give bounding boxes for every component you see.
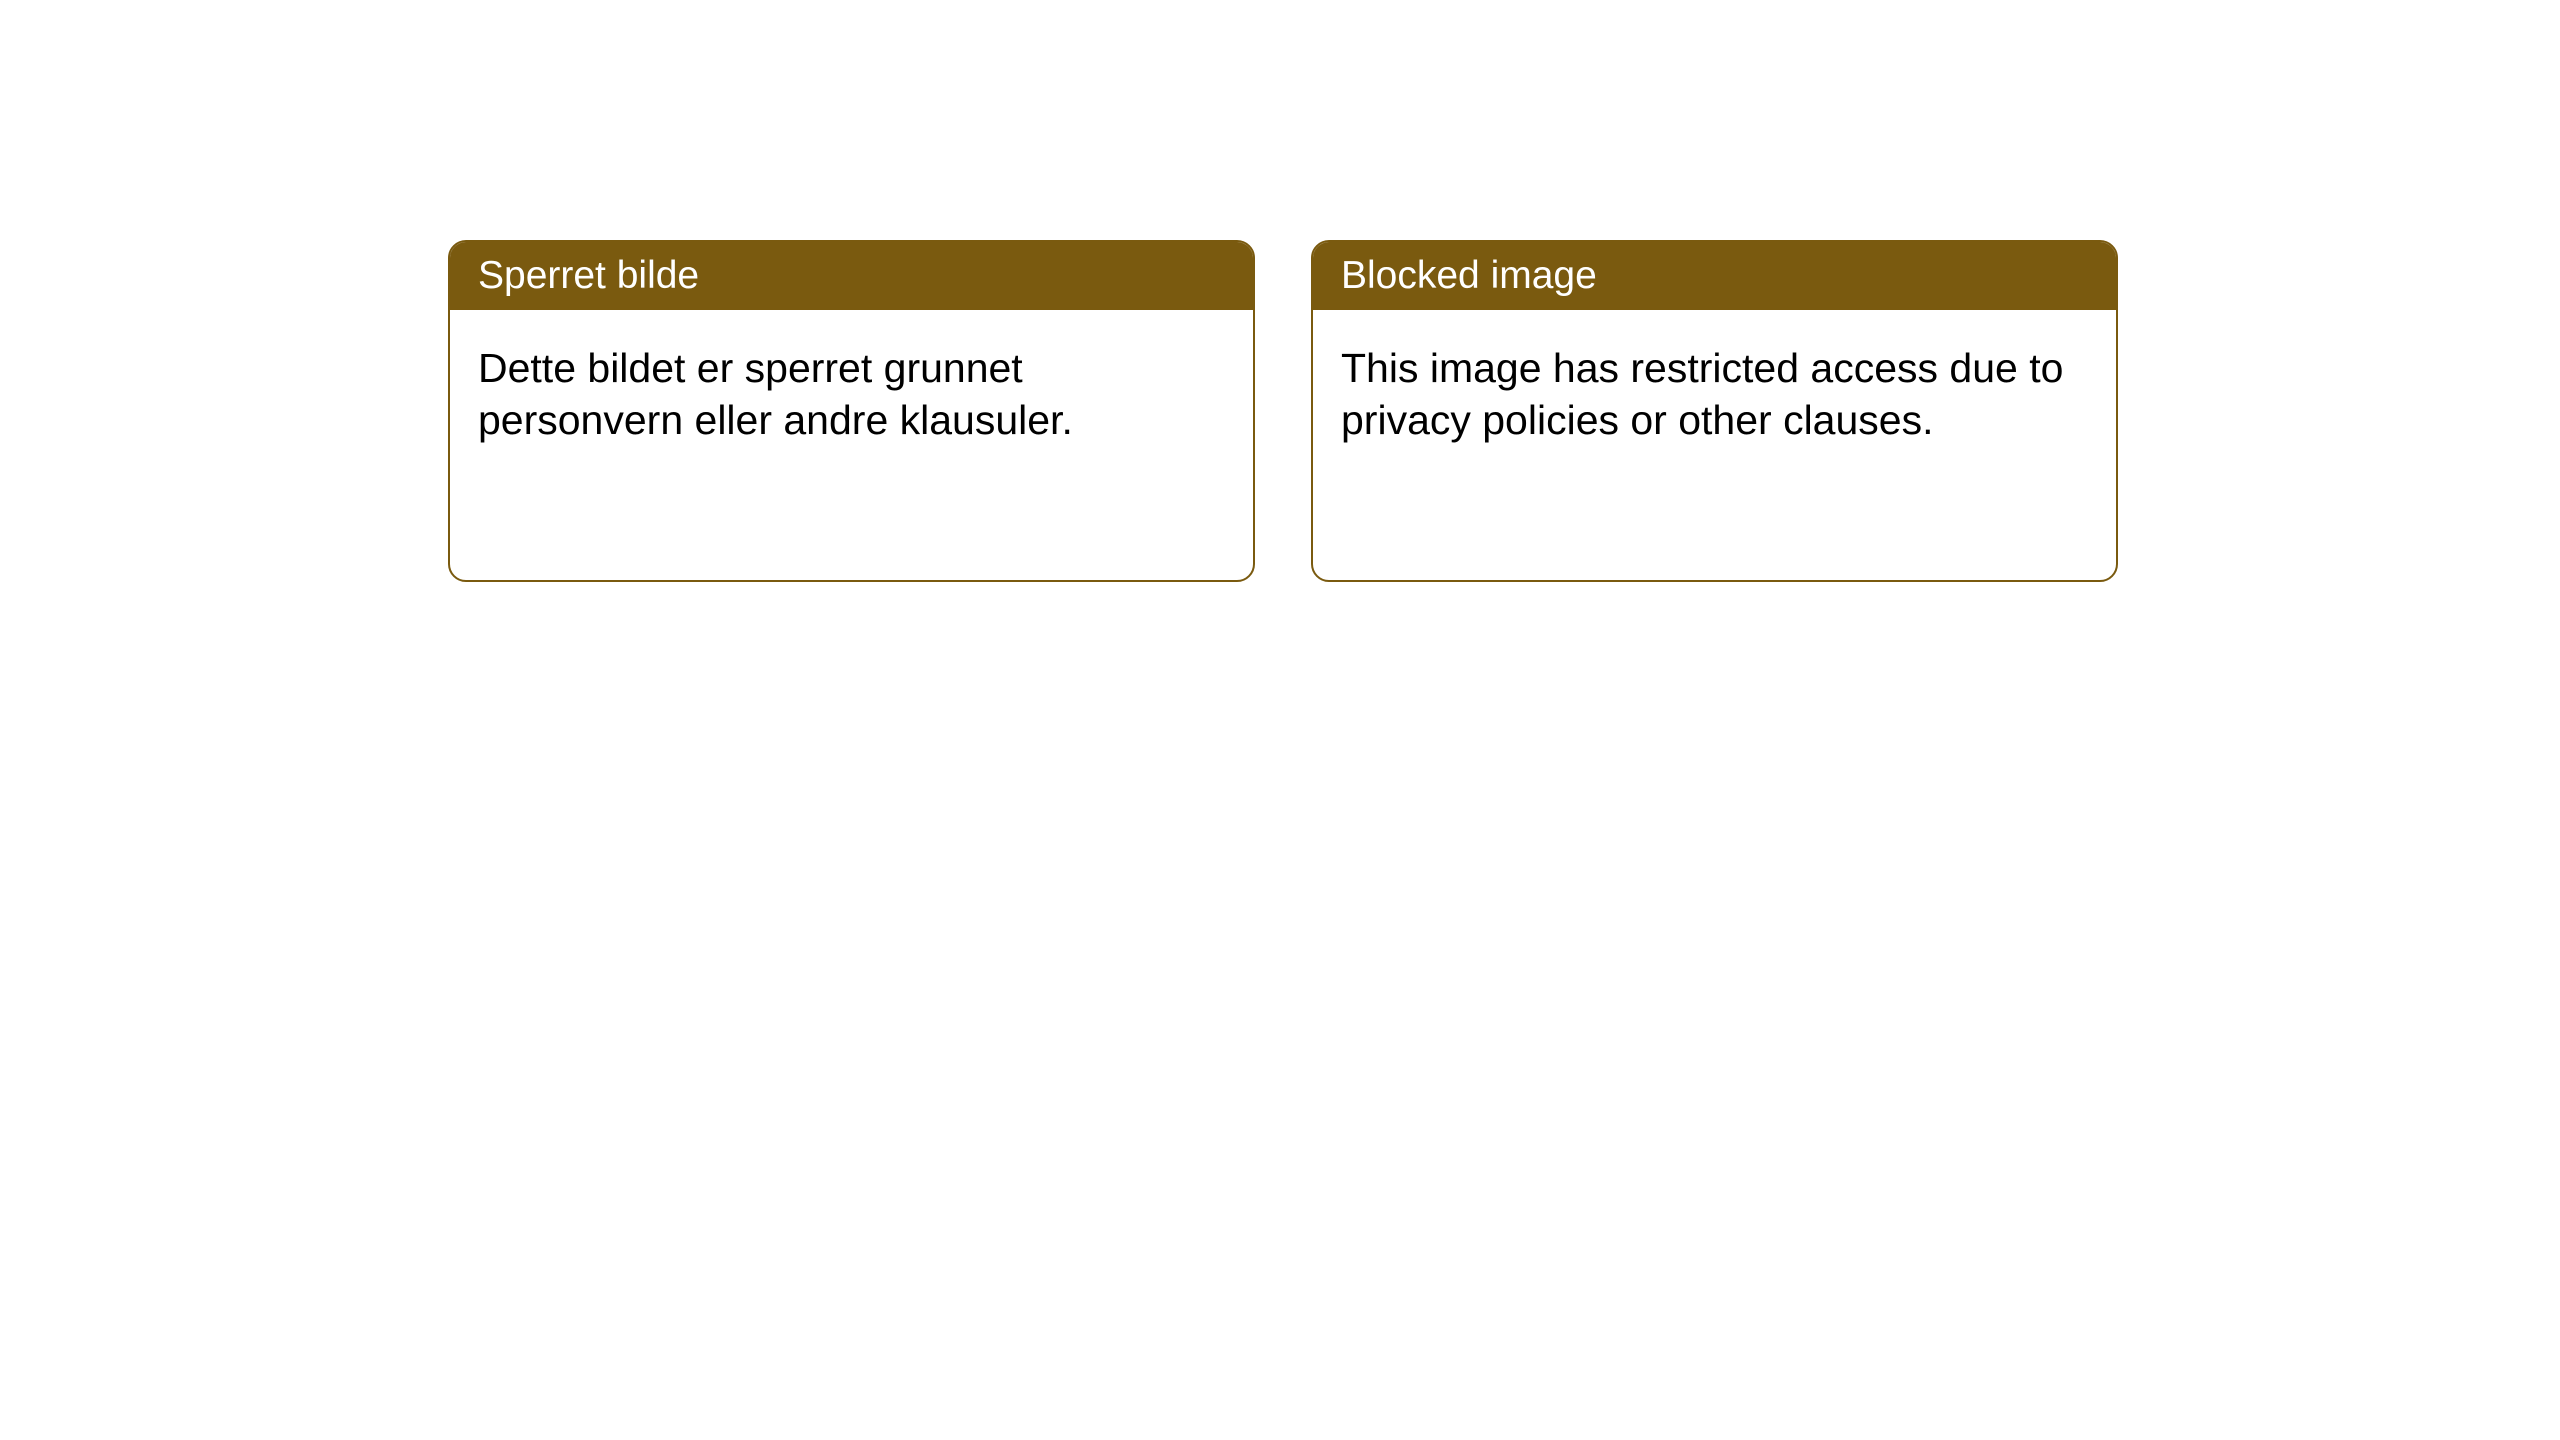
notice-card-english: Blocked image This image has restricted … [1311,240,2118,582]
notice-body: Dette bildet er sperret grunnet personve… [450,310,1253,580]
notice-title: Sperret bilde [478,254,699,297]
notice-message: This image has restricted access due to … [1341,345,2063,443]
notice-header: Sperret bilde [450,242,1253,310]
notice-header: Blocked image [1313,242,2116,310]
notice-title: Blocked image [1341,254,1597,297]
notice-body: This image has restricted access due to … [1313,310,2116,580]
notice-container: Sperret bilde Dette bildet er sperret gr… [0,0,2560,582]
notice-card-norwegian: Sperret bilde Dette bildet er sperret gr… [448,240,1255,582]
notice-message: Dette bildet er sperret grunnet personve… [478,345,1073,443]
